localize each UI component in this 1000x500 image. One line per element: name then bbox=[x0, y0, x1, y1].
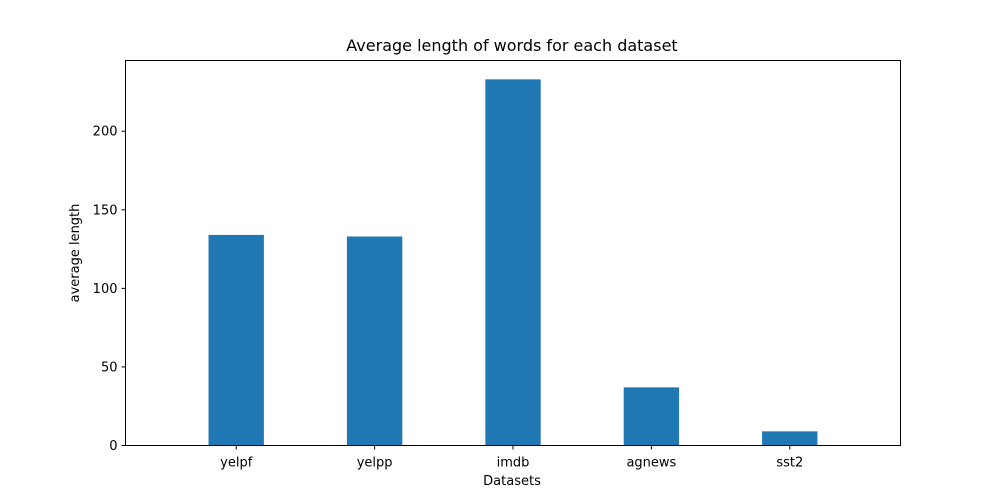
x-axis-label: Datasets bbox=[483, 474, 541, 489]
y-tick-label-50: 50 bbox=[101, 360, 118, 375]
bar-sst2 bbox=[762, 431, 818, 446]
bar-imdb bbox=[485, 79, 541, 446]
x-tick-label-sst2: sst2 bbox=[776, 456, 803, 471]
bar-yelpf bbox=[208, 234, 264, 446]
y-tick-label-100: 100 bbox=[93, 282, 118, 297]
bar-yelpp bbox=[346, 236, 403, 446]
x-tick-label-imdb: imdb bbox=[497, 456, 530, 471]
x-tick-label-yelpf: yelpf bbox=[220, 456, 253, 471]
y-tick-label-150: 150 bbox=[93, 203, 118, 218]
plot-frame bbox=[125, 60, 901, 446]
y-axis-label: average length bbox=[68, 204, 83, 303]
bars-group bbox=[208, 79, 818, 446]
y-tick-label-0: 0 bbox=[109, 439, 117, 454]
chart-title: Average length of words for each dataset bbox=[346, 36, 677, 55]
y-axis: 0 50 100 150 200 bbox=[93, 125, 126, 454]
x-tick-label-yelpp: yelpp bbox=[357, 456, 393, 471]
bar-agnews bbox=[623, 387, 680, 446]
x-axis: yelpf yelpp imdb agnews sst2 bbox=[220, 445, 803, 471]
y-tick-label-200: 200 bbox=[93, 125, 118, 140]
x-tick-label-agnews: agnews bbox=[626, 456, 676, 471]
